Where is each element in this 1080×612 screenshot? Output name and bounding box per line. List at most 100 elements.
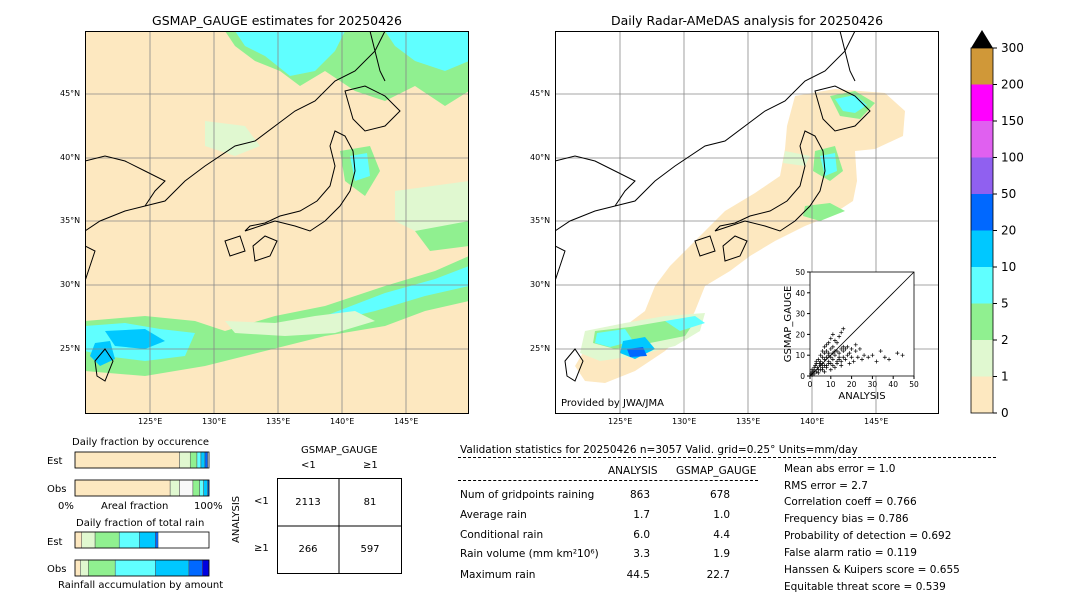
colorbar-segment: [971, 376, 993, 413]
scatter-point: [832, 353, 837, 358]
occurrence-bar-segment: [179, 451, 191, 469]
scatter-point: [857, 346, 862, 351]
scatter-point: [828, 361, 833, 366]
scatter-point: [845, 353, 850, 358]
right-lon-label-125: 125°E: [608, 417, 633, 426]
rain-fraction-bar-segment: [80, 559, 89, 577]
left-lat-label-35: 35°N: [60, 216, 81, 225]
scatter-point: [855, 355, 860, 360]
validation-col-analysis: ANALYSIS: [608, 465, 658, 477]
score-line: Hanssen & Kuipers score = 0.655: [784, 564, 960, 576]
stat-row-label: Rain volume (mm km²10⁶): [460, 548, 599, 560]
scatter-point: [843, 357, 848, 362]
scatter-point: [815, 365, 820, 370]
stat-row-gsmap: 4.4: [713, 529, 730, 541]
scatter-point: [820, 349, 825, 354]
scatter-point: [835, 361, 840, 366]
scatter-x-tick-label: 50: [909, 380, 919, 389]
contingency-cell-1-0: 266: [298, 544, 318, 555]
data-credit: Provided by JWA/JMA: [561, 398, 664, 409]
colorbar-tick-label: 0: [1001, 406, 1009, 420]
scatter-point: [849, 355, 854, 360]
stat-row-analysis: 44.5: [626, 569, 650, 581]
occurrence-bars: [74, 451, 210, 497]
score-line: Mean abs error = 1.0: [784, 463, 896, 475]
left-rain-field: [85, 31, 469, 376]
contingency-col-lt1: <1: [301, 460, 316, 471]
scatter-point: [835, 340, 840, 345]
left-lat-label-45: 45°N: [60, 89, 81, 98]
scatter-point: [841, 349, 846, 354]
rain-fraction-bar-segment: [114, 559, 156, 577]
scatter-y-tick-label: 10: [795, 351, 805, 360]
colorbar-segment: [971, 267, 993, 304]
scatter-point: [824, 355, 829, 360]
right-map-title: Daily Radar-AMeDAS analysis for 20250426: [610, 13, 884, 28]
scatter-y-tick-label: 20: [795, 330, 805, 339]
colorbar-tick-label: 150: [1001, 114, 1024, 128]
stat-row-label: Average rain: [460, 509, 527, 521]
scatter-point: [826, 359, 831, 364]
occurrence-bar-segment: [74, 479, 171, 497]
scatter-point: [841, 344, 846, 349]
occurrence-bar-segment: [169, 479, 180, 497]
rain-fraction-bar-segment: [155, 531, 159, 549]
scatter-point: [830, 332, 835, 337]
rain-fraction-bar-segment: [155, 559, 190, 577]
scatter-point: [822, 369, 827, 374]
left-lat-label-30: 30°N: [60, 280, 81, 289]
contingency-grid: [277, 478, 402, 574]
scatter-point: [828, 355, 833, 360]
scatter-point: [822, 363, 827, 368]
scatter-point: [837, 334, 842, 339]
left-lon-label-145: 145°E: [394, 417, 419, 426]
rain-fraction-bar-obs-frame: [74, 559, 210, 577]
scatter-diagonal: [809, 271, 915, 377]
right-lon-label-135: 135°E: [736, 417, 761, 426]
scatter-point: [851, 359, 856, 364]
scatter-point: [847, 351, 852, 356]
scatter-point: [813, 363, 818, 368]
scatter-point: [837, 351, 842, 356]
right-lon-label-140: 140°E: [800, 417, 825, 426]
scatter-point: [828, 346, 833, 351]
occurrence-bar-segment: [74, 451, 180, 469]
occurrence-bar-segment: [192, 479, 200, 497]
colorbar-tick-label: 300: [1001, 41, 1024, 55]
scatter-point: [826, 340, 831, 345]
colorbar: 0 1 2 5 10 20 50 100 150 200 300: [970, 30, 1024, 420]
scatter-x-tick-label: 0: [808, 380, 813, 389]
contingency-cell-0-0: 2113: [295, 497, 321, 508]
left-map-frame: [85, 31, 469, 414]
stat-row-analysis: 1.7: [633, 509, 650, 521]
rain-fraction-bar-segment: [74, 531, 82, 549]
scatter-point: [810, 367, 815, 372]
stat-row-analysis: 3.3: [633, 548, 650, 560]
scatter-point: [824, 342, 829, 347]
score-line: Equitable threat score = 0.539: [784, 581, 946, 593]
scatter-point: [841, 355, 846, 360]
scatter-point: [860, 357, 864, 362]
occurrence-obs-label: Obs: [47, 484, 67, 495]
right-lat-label-25: 25°N: [530, 344, 551, 353]
scatter-y-axis-label: GSMAP_GAUGE: [783, 286, 794, 363]
scatter-y-tick-label: 40: [795, 289, 805, 298]
scatter-point: [820, 367, 825, 372]
scatter-point: [835, 349, 840, 354]
occurrence-bar-est-frame: [74, 451, 210, 469]
left-map-grid: [85, 31, 469, 414]
scatter-point: [887, 357, 892, 362]
scatter-point: [882, 355, 887, 360]
left-map-title: GSMAP_GAUGE estimates for 20250426: [152, 13, 402, 28]
colorbar-segment: [971, 194, 993, 231]
rain-fraction-bar-est-frame: [74, 531, 210, 549]
scatter-point: [845, 344, 850, 349]
left-lon-label-140: 140°E: [330, 417, 355, 426]
occurrence-bar-segment: [199, 479, 204, 497]
score-line: Probability of detection = 0.692: [784, 530, 952, 542]
scatter-point: [818, 353, 823, 358]
scatter-point: [832, 365, 837, 370]
scatter-point: [843, 346, 848, 351]
occurrence-x-label: Areal fraction: [101, 501, 169, 512]
contingency-row-axis-label: ANALYSIS: [231, 495, 242, 543]
